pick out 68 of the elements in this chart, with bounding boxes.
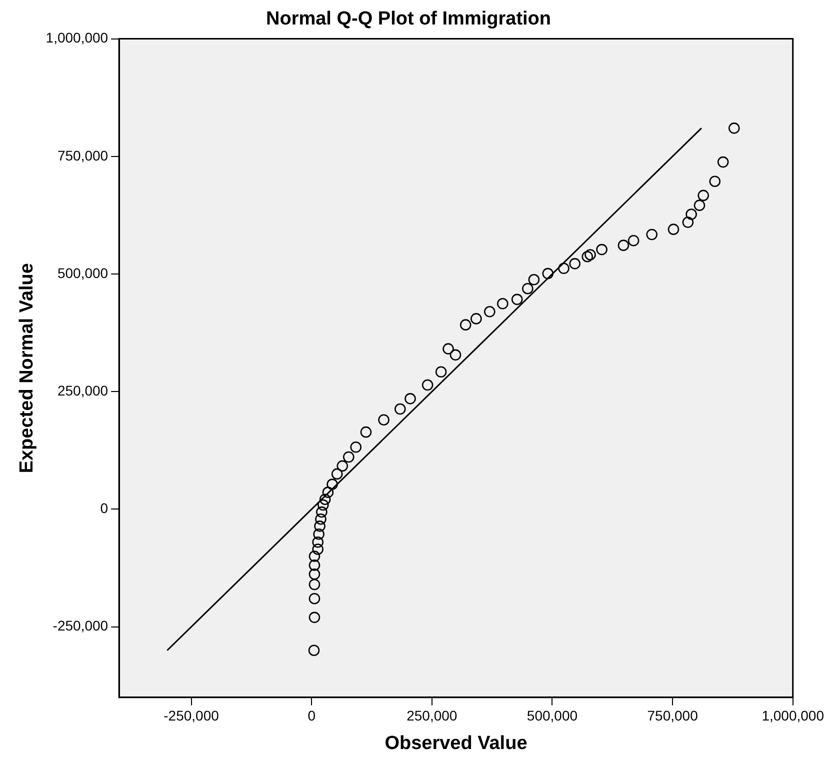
x-tick-label: 1,000,000 bbox=[762, 708, 824, 724]
point bbox=[717, 156, 729, 168]
point bbox=[470, 313, 482, 324]
point bbox=[694, 200, 706, 211]
point bbox=[308, 644, 320, 656]
point bbox=[315, 513, 326, 525]
point bbox=[511, 294, 523, 306]
point bbox=[312, 536, 324, 548]
point bbox=[582, 250, 594, 262]
point bbox=[331, 468, 343, 480]
point bbox=[404, 393, 416, 404]
point bbox=[569, 258, 580, 270]
point bbox=[450, 349, 462, 361]
point bbox=[435, 366, 447, 378]
point bbox=[596, 244, 608, 256]
point bbox=[308, 568, 320, 580]
x-axis-title: Observed Value bbox=[384, 732, 528, 754]
y-tick-label: 1,000,000 bbox=[46, 30, 108, 46]
point bbox=[316, 506, 328, 518]
point bbox=[313, 528, 324, 540]
point bbox=[422, 379, 434, 391]
point bbox=[326, 478, 338, 490]
y-tick-label: 750,000 bbox=[57, 147, 108, 164]
point bbox=[728, 122, 740, 134]
point bbox=[394, 403, 406, 415]
point bbox=[322, 486, 334, 498]
point bbox=[308, 560, 320, 571]
y-tick-label: 500,000 bbox=[57, 264, 108, 281]
point bbox=[686, 208, 697, 220]
point bbox=[497, 298, 508, 310]
x-tick-label: -250,000 bbox=[164, 708, 220, 724]
point bbox=[319, 494, 331, 505]
y-tick-label: 250,000 bbox=[57, 382, 108, 398]
x-tick-label: 0 bbox=[308, 708, 316, 724]
point bbox=[698, 190, 709, 202]
point bbox=[378, 414, 390, 426]
point bbox=[668, 224, 680, 235]
x-tick-label: 750,000 bbox=[647, 708, 698, 724]
point bbox=[308, 592, 320, 604]
point bbox=[484, 306, 496, 318]
x-tick-label: 500,000 bbox=[526, 708, 578, 724]
y-tick-label: -250,000 bbox=[52, 618, 108, 634]
point bbox=[317, 499, 329, 511]
point bbox=[528, 274, 540, 286]
point bbox=[343, 451, 354, 463]
y-tick-label: 0 bbox=[100, 500, 108, 516]
point bbox=[628, 234, 640, 246]
point bbox=[308, 578, 320, 590]
point bbox=[350, 441, 362, 453]
point bbox=[308, 550, 320, 562]
y-axis-title: Expected Normal Value bbox=[16, 263, 38, 474]
point bbox=[314, 520, 326, 532]
point bbox=[312, 544, 324, 555]
chart-title: Normal Q-Q Plot of Immigration bbox=[266, 8, 552, 30]
x-tick-label: 250,000 bbox=[406, 708, 458, 724]
point bbox=[542, 268, 554, 280]
point bbox=[360, 426, 372, 438]
point bbox=[558, 262, 570, 274]
point bbox=[618, 240, 630, 251]
point bbox=[460, 319, 472, 330]
point bbox=[584, 249, 596, 260]
point bbox=[308, 612, 320, 624]
point bbox=[682, 216, 694, 228]
point bbox=[336, 460, 348, 472]
point bbox=[709, 176, 721, 187]
point bbox=[442, 343, 454, 354]
point bbox=[522, 282, 534, 294]
point bbox=[646, 228, 658, 240]
